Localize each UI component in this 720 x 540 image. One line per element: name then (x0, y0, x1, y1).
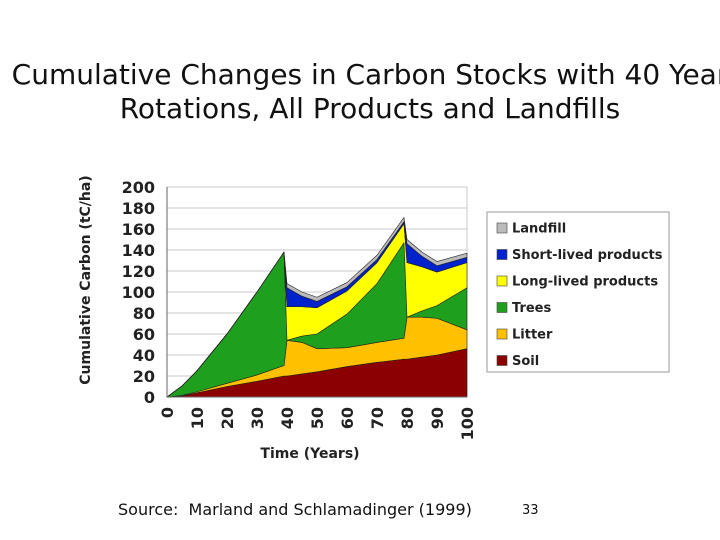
y-tick-label-6: 120 (122, 262, 155, 281)
slide-title: Cumulative Changes in Carbon Stocks with… (11, 58, 720, 125)
x-tick-label-8: 80 (398, 407, 417, 429)
legend-label-landfill: Landfill (512, 222, 566, 237)
y-tick-label-1: 20 (133, 367, 155, 386)
y-tick-label-8: 160 (122, 220, 155, 239)
slide-number: 33 (522, 503, 539, 518)
legend-box (486, 211, 670, 373)
legend-label-soil: Soil (512, 354, 539, 369)
x-tick-label-4: 40 (278, 407, 297, 429)
area-landfill (166, 217, 468, 398)
y-tick-labels: 0 20 40 60 80 100 120 140 160 180 200 (122, 178, 155, 407)
legend-swatch-landfill (496, 222, 508, 234)
x-tick-label-2: 20 (218, 407, 237, 429)
y-tick-label-5: 100 (122, 283, 155, 302)
source-citation: Source: Marland and Schlamadinger (1999) (118, 500, 472, 519)
y-axis-title: Cumulative Carbon (tC/ha) (78, 175, 94, 384)
y-tick-label-0: 0 (144, 388, 155, 407)
y-tick-label-7: 140 (122, 241, 155, 260)
x-tick-label-7: 70 (368, 407, 387, 429)
y-tick-label-4: 80 (133, 304, 155, 323)
x-tick-labels: 0 10 20 30 40 50 60 70 80 90 100 (158, 407, 477, 440)
x-tick-label-6: 60 (338, 407, 357, 429)
legend: Landfill Short-lived products Long-lived p… (486, 211, 670, 373)
legend-swatch-short-lived-products (496, 249, 508, 260)
legend-swatch-litter (496, 328, 508, 340)
x-tick-label-0: 0 (158, 407, 177, 418)
stacked-areas (166, 217, 468, 398)
y-tick-label-9: 180 (122, 199, 155, 218)
x-tick-label-9: 90 (428, 407, 447, 429)
legend-swatch-trees (496, 302, 508, 313)
legend-label-long-lived-products: Long-lived products (512, 275, 658, 290)
legend-swatch-soil (496, 355, 508, 366)
x-tick-label-10: 100 (458, 407, 477, 440)
legend-label-short-lived-products: Short-lived products (512, 248, 663, 263)
axes (166, 187, 467, 398)
x-tick-label-5: 50 (308, 407, 327, 429)
legend-swatch-long-lived-products (496, 275, 508, 287)
y-tick-label-2: 40 (133, 346, 155, 365)
x-tick-label-1: 10 (188, 407, 207, 429)
x-tick-label-3: 30 (248, 407, 267, 429)
legend-label-trees: Trees (512, 301, 551, 316)
y-tick-label-3: 60 (133, 325, 155, 344)
y-tick-label-10: 200 (122, 178, 155, 197)
x-axis-title: Time (Years) (260, 446, 359, 462)
legend-label-litter: Litter (512, 328, 553, 343)
